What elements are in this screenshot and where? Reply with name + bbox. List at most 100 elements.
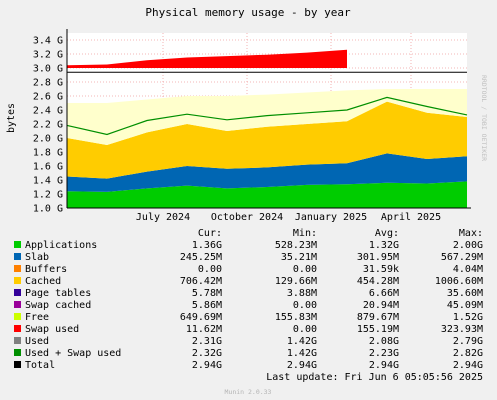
legend-swatch-6: [14, 313, 21, 320]
legend-cur-2: 0.00: [198, 264, 222, 275]
x-tick-label-0: July 2024: [136, 212, 190, 223]
area-series: [67, 49, 467, 208]
y-tick-label-8: 2.6 G: [33, 92, 63, 103]
legend-swatch-8: [14, 337, 21, 344]
x-tick-label-2: January 2025: [295, 212, 367, 223]
axes: [66, 29, 471, 209]
area-cached: [67, 101, 467, 179]
legend-max-3: 1006.60M: [435, 276, 483, 287]
legend-name-10: Total: [25, 360, 55, 371]
y-tick-label-7: 2.4 G: [33, 106, 63, 117]
y-tick-labels: 1.0 G 1.2 G 1.4 G 1.6 G 1.8 G 2.0 G 2.2 G 2.4 G…: [33, 36, 63, 215]
legend-max-1: 567.29M: [441, 252, 483, 263]
y-tick-label-10: 3.0 G: [33, 64, 63, 75]
legend-avg-10: 2.94G: [369, 360, 399, 371]
x-tick-labels: July 2024 October 2024 January 2025 April 2…: [136, 212, 441, 223]
legend-name-9: Used + Swap used: [25, 348, 121, 359]
area-slab: [67, 153, 467, 192]
y-tick-label-3: 1.6 G: [33, 162, 63, 173]
legend-name-4: Page tables: [25, 288, 91, 299]
area-swap-used: [67, 49, 347, 68]
legend-max-8: 2.79G: [453, 336, 483, 347]
legend-min-5: 0.00: [293, 300, 317, 311]
legend-max-2: 4.04M: [453, 264, 483, 275]
legend-min-7: 0.00: [293, 324, 317, 335]
y-tick-label-0: 1.0 G: [33, 204, 63, 215]
legend-cur-3: 706.42M: [180, 276, 222, 287]
line-series: [66, 71, 468, 136]
legend-swatch-10: [14, 361, 21, 368]
legend-swatch-9: [14, 349, 21, 356]
chart-title: Physical memory usage - by year: [145, 6, 351, 19]
legend-cur-7: 11.62M: [186, 324, 222, 335]
legend-header-avg: Avg:: [375, 228, 399, 239]
legend-min-2: 0.00: [293, 264, 317, 275]
legend-avg-6: 879.67M: [357, 312, 399, 323]
legend-cur-10: 2.94G: [192, 360, 222, 371]
legend-cur-9: 2.32G: [192, 348, 222, 359]
legend-cur-4: 5.78M: [192, 288, 222, 299]
y-tick-label-12: 3.4 G: [33, 36, 63, 47]
footer: Munin 2.0.33: [225, 388, 272, 396]
legend-name-1: Slab: [25, 252, 49, 263]
legend-swatch-3: [14, 277, 21, 284]
y-tick-label-2: 1.4 G: [33, 176, 63, 187]
legend-avg-3: 454.28M: [357, 276, 399, 287]
legend-min-1: 35.21M: [281, 252, 317, 263]
legend-min-6: 155.83M: [275, 312, 317, 323]
legend-avg-5: 20.94M: [363, 300, 399, 311]
legend-max-7: 323.93M: [441, 324, 483, 335]
x-tick-label-1: October 2024: [211, 212, 283, 223]
legend-swatch-1: [14, 253, 21, 260]
legend-cur-6: 649.69M: [180, 312, 222, 323]
legend-avg-2: 31.59k: [363, 264, 399, 275]
legend-cur-0: 1.36G: [192, 240, 222, 251]
y-tick-label-9: 2.8 G: [33, 78, 63, 89]
legend: Cur: Min: Avg: Max: Applications 1.36G 528.23M…: [14, 228, 483, 371]
legend-max-10: 2.94G: [453, 360, 483, 371]
legend-min-10: 2.94G: [287, 360, 317, 371]
legend-name-0: Applications: [25, 240, 97, 251]
legend-name-3: Cached: [25, 276, 61, 287]
x-tick-label-3: April 2025: [381, 212, 441, 223]
legend-swatch-7: [14, 325, 21, 332]
legend-avg-9: 2.23G: [369, 348, 399, 359]
legend-swatch-0: [14, 241, 21, 248]
legend-max-4: 35.60M: [447, 288, 483, 299]
legend-cur-1: 245.25M: [180, 252, 222, 263]
legend-name-5: Swap cached: [25, 300, 91, 311]
legend-cur-5: 5.86M: [192, 300, 222, 311]
legend-min-9: 1.42G: [287, 348, 317, 359]
y-tick-label-6: 2.2 G: [33, 120, 63, 131]
last-update: Last update: Fri Jun 6 05:05:56 2025: [266, 372, 483, 383]
area-applications: [67, 181, 467, 208]
legend-avg-1: 301.95M: [357, 252, 399, 263]
legend-name-2: Buffers: [25, 264, 67, 275]
y-axis-label: bytes: [6, 103, 17, 133]
legend-avg-4: 6.66M: [369, 288, 399, 299]
area-free: [67, 89, 467, 145]
legend-max-6: 1.52G: [453, 312, 483, 323]
legend-min-8: 1.42G: [287, 336, 317, 347]
y-tick-label-5: 2.0 G: [33, 134, 63, 145]
legend-min-3: 129.66M: [275, 276, 317, 287]
y-tick-label-1: 1.2 G: [33, 190, 63, 201]
legend-max-9: 2.82G: [453, 348, 483, 359]
line-used-plus-swap: [66, 96, 468, 136]
legend-header-cur: Cur:: [198, 228, 222, 239]
legend-max-5: 45.09M: [447, 300, 483, 311]
watermark: RRDTOOL / TOBI OETIKER: [480, 75, 488, 161]
y-tick-label-11: 3.2 G: [33, 50, 63, 61]
legend-avg-0: 1.32G: [369, 240, 399, 251]
legend-max-0: 2.00G: [453, 240, 483, 251]
legend-min-4: 3.88M: [287, 288, 317, 299]
legend-name-7: Swap used: [25, 324, 79, 335]
legend-avg-7: 155.19M: [357, 324, 399, 335]
legend-avg-8: 2.08G: [369, 336, 399, 347]
legend-swatch-5: [14, 301, 21, 308]
legend-header-max: Max:: [459, 228, 483, 239]
legend-name-6: Free: [25, 312, 49, 323]
legend-cur-8: 2.31G: [192, 336, 222, 347]
legend-swatch-2: [14, 265, 21, 272]
